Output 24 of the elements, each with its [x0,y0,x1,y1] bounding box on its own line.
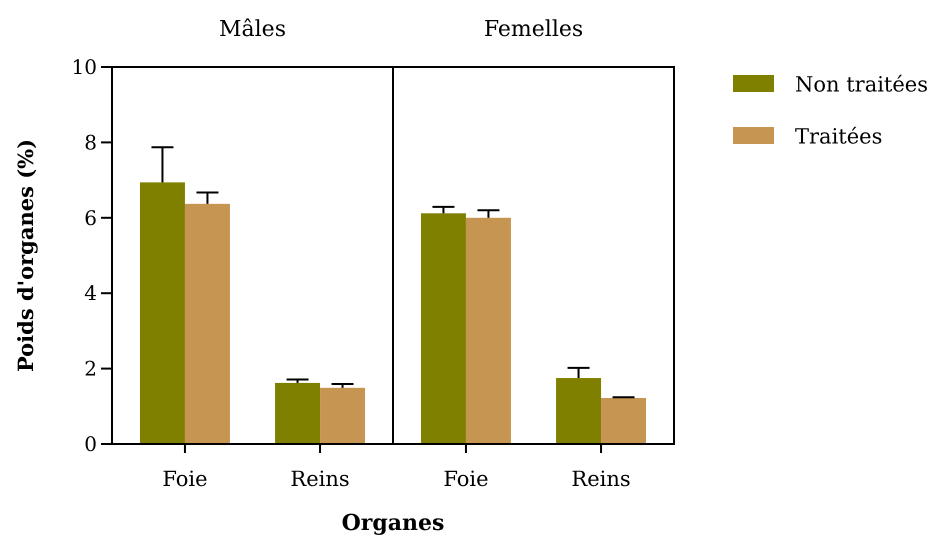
x-tick-label: Reins [571,467,631,491]
bar [275,382,320,444]
bar [420,213,466,444]
bar [140,182,185,444]
bar [466,218,511,444]
y-tick-label: 10 [72,55,97,79]
x-tick-label: Foie [162,467,208,491]
y-tick-label: 0 [84,432,97,456]
bar [184,204,230,444]
x-tick-label: Foie [443,467,489,491]
y-tick-label: 4 [84,281,97,306]
y-tick-label: 6 [84,206,97,230]
chart-title: Femelles [484,17,584,42]
y-tick-label: 8 [84,130,97,154]
chart-title: Mâles [219,17,286,42]
x-axis-title: Organes [342,510,444,536]
legend-label: Non traitées [795,72,928,96]
bar [601,398,646,444]
y-tick-label: 2 [84,356,97,381]
y-axis-title: Poids d'organes (%) [13,138,38,372]
legend-label: Traitées [795,124,882,148]
x-tick-label: Reins [290,467,350,491]
bar [320,388,366,444]
bar [556,378,602,444]
